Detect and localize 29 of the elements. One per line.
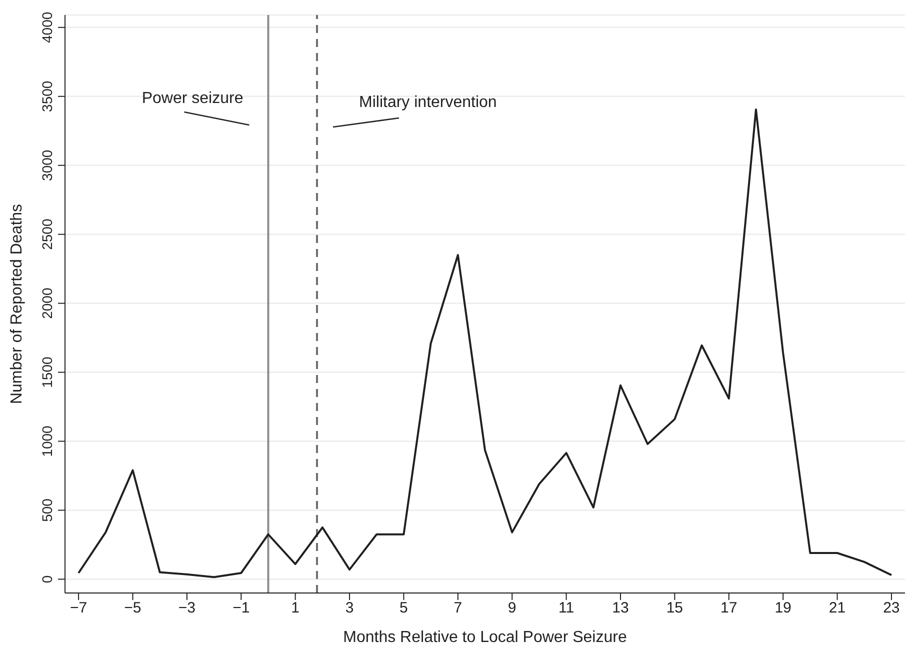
x-tick-label: 1 <box>291 600 300 617</box>
x-tick-label: 17 <box>720 600 738 617</box>
y-tick-label: 4000 <box>39 12 55 43</box>
x-axis-title: Months Relative to Local Power Seizure <box>343 629 627 646</box>
x-tick-label: 13 <box>612 600 629 617</box>
x-tick-label: 9 <box>508 600 516 617</box>
x-tick-label: 5 <box>400 600 408 617</box>
y-tick-label: 1500 <box>39 356 55 388</box>
x-tick-label: 11 <box>558 600 574 617</box>
x-tick-label: 21 <box>828 600 846 617</box>
y-tick-label: 3500 <box>39 80 55 112</box>
y-tick-label: 1000 <box>39 425 55 457</box>
ref-line-label: Power seizure <box>142 90 244 107</box>
y-tick-label: 500 <box>39 498 55 522</box>
x-tick-label: 19 <box>774 600 792 617</box>
x-tick-label: 15 <box>666 600 684 617</box>
x-tick-label: 7 <box>454 600 462 617</box>
x-tick-label: −3 <box>178 600 196 617</box>
ref-line-label: Military intervention <box>359 94 497 111</box>
y-tick-label: 3000 <box>39 150 55 181</box>
y-tick-label: 2000 <box>39 288 55 319</box>
y-tick-label: 0 <box>39 575 55 584</box>
x-tick-label: −7 <box>70 600 88 617</box>
x-tick-label: 3 <box>345 600 354 617</box>
y-tick-label: 2500 <box>39 218 55 250</box>
y-axis-title: Number of Reported Deaths <box>8 204 26 404</box>
x-tick-label: 23 <box>883 600 900 617</box>
x-tick-label: −1 <box>232 600 250 617</box>
x-tick-label: −5 <box>124 600 142 617</box>
